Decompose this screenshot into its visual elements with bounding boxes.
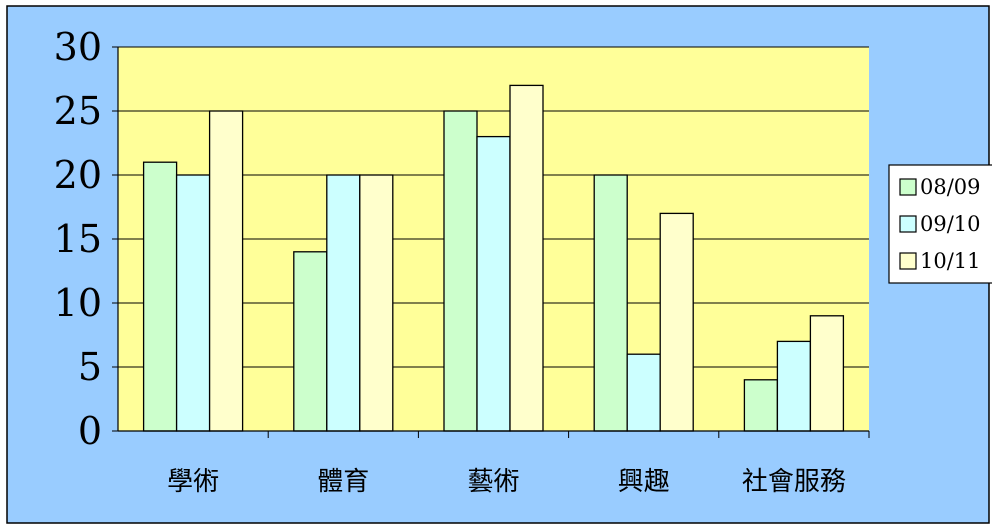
y-tick-label: 30 xyxy=(54,25,102,69)
bar-09-10-3 xyxy=(626,353,661,432)
y-tick-label: 10 xyxy=(54,281,102,325)
y-tick-label: 0 xyxy=(78,409,102,453)
bar-10-11-1 xyxy=(359,174,394,432)
bar-08-09-2 xyxy=(443,110,478,432)
legend-swatch xyxy=(899,215,917,233)
bar-08-09-0 xyxy=(142,161,178,432)
x-tick-label: 體育 xyxy=(317,467,369,497)
legend-label: 10/11 xyxy=(920,249,981,273)
y-tick-label: 5 xyxy=(78,345,102,389)
bar-09-10-2 xyxy=(476,135,511,432)
x-tick-label: 社會服務 xyxy=(742,467,846,497)
bar-08-09-4 xyxy=(743,379,779,432)
legend-label: 08/09 xyxy=(920,175,981,199)
x-axis-labels: 學術 體育 藝術 興趣 社會服務 xyxy=(167,431,870,497)
legend: 08/09 09/10 10/11 xyxy=(888,164,992,284)
bar-09-10-1 xyxy=(326,174,361,432)
bar-08-09-1 xyxy=(293,251,328,432)
y-tick-label: 15 xyxy=(54,217,102,261)
bar-09-10-4 xyxy=(776,340,812,432)
y-tick-label: 20 xyxy=(54,153,102,197)
bar-08-09-3 xyxy=(593,174,628,432)
bar-10-11-4 xyxy=(809,315,845,432)
bar-09-10-0 xyxy=(175,174,211,432)
x-tick-label: 興趣 xyxy=(618,467,670,497)
legend-swatch xyxy=(899,178,917,196)
legend-label: 09/10 xyxy=(920,212,981,236)
bar-10-11-3 xyxy=(659,212,694,432)
bar-10-11-0 xyxy=(208,110,244,432)
legend-swatch xyxy=(899,252,917,270)
bars xyxy=(142,84,845,432)
bar-10-11-2 xyxy=(509,84,544,432)
x-tick-label: 學術 xyxy=(167,467,219,497)
y-axis-ticks: 0 5 10 15 20 25 30 xyxy=(54,25,118,453)
y-tick-label: 25 xyxy=(54,89,102,133)
x-tick-label: 藝術 xyxy=(467,467,519,497)
